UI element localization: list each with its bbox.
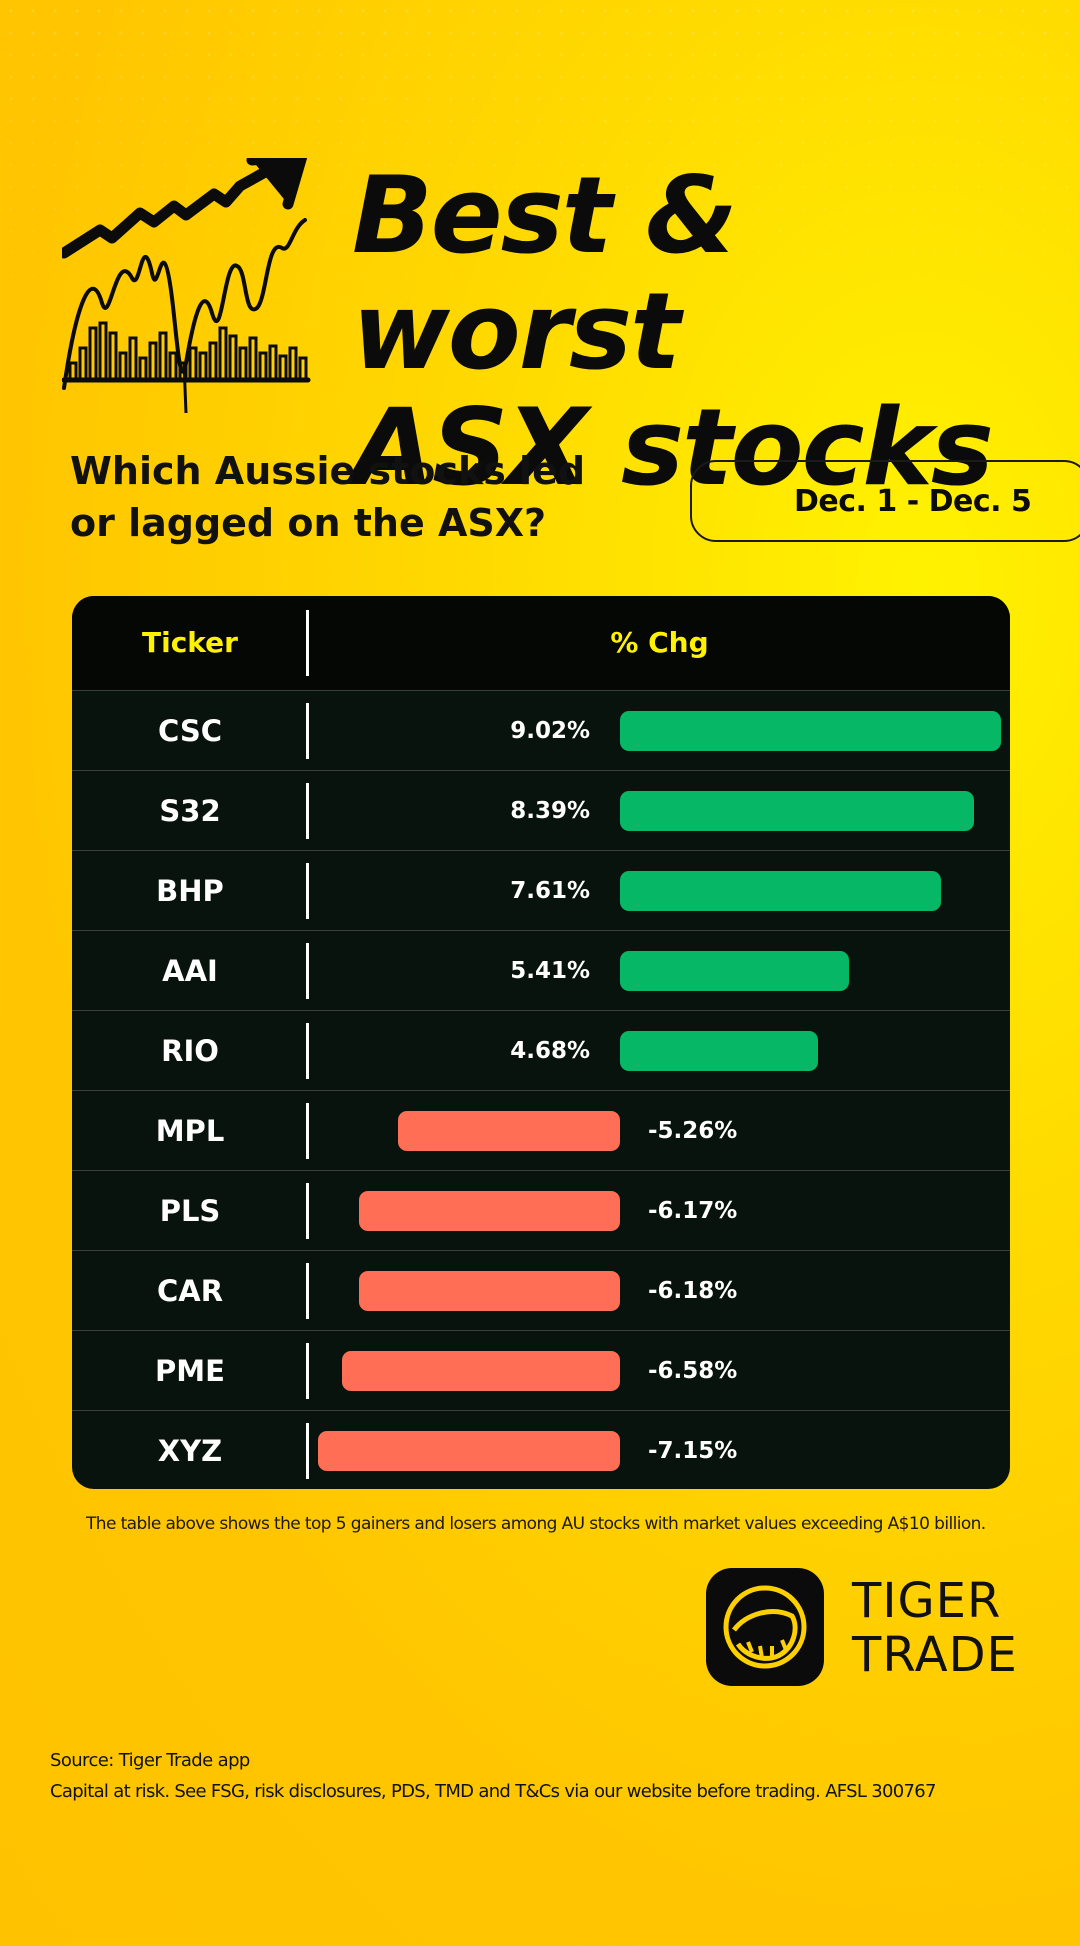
ticker-label: MPL bbox=[155, 1114, 225, 1148]
title-line-1: Best & worst bbox=[352, 154, 738, 393]
table-row: BHP 7.61% bbox=[72, 850, 1010, 931]
change-column-header: % Chg bbox=[610, 626, 709, 659]
ticker-label: PME bbox=[155, 1354, 225, 1388]
ticker-label: CSC bbox=[158, 714, 222, 748]
row-divider bbox=[306, 1183, 309, 1239]
table-row: PME -6.58% bbox=[72, 1330, 1010, 1411]
date-range-badge: Dec. 1 - Dec. 5 bbox=[690, 460, 1080, 542]
header-divider bbox=[306, 610, 309, 676]
table-row: S32 8.39% bbox=[72, 770, 1010, 851]
table-row: CAR -6.18% bbox=[72, 1250, 1010, 1331]
brand-line-1: TIGER bbox=[852, 1573, 1002, 1629]
footnote: The table above shows the top 5 gainers … bbox=[86, 1514, 986, 1534]
loss-bar bbox=[358, 1271, 620, 1311]
subtitle: Which Aussie stocks led or lagged on the… bbox=[70, 445, 590, 549]
row-divider bbox=[306, 1263, 309, 1319]
loss-bar bbox=[397, 1111, 620, 1151]
row-divider bbox=[306, 703, 309, 759]
row-divider bbox=[306, 863, 309, 919]
brand-line-2: TRADE bbox=[852, 1627, 1018, 1683]
page-title: Best & worst ASX stocks bbox=[352, 158, 1072, 506]
ticker-column-header: Ticker bbox=[142, 626, 238, 659]
ticker-label: PLS bbox=[159, 1194, 221, 1228]
gain-bar bbox=[620, 871, 942, 911]
loss-bar bbox=[342, 1351, 620, 1391]
loss-bar bbox=[317, 1431, 620, 1471]
gain-bar bbox=[620, 951, 849, 991]
row-divider bbox=[306, 1023, 309, 1079]
tiger-trade-logo-icon bbox=[706, 1568, 824, 1686]
change-value-label: -5.26% bbox=[648, 1118, 738, 1144]
ticker-label: BHP bbox=[156, 874, 224, 908]
title-line-2: ASX stocks bbox=[352, 386, 994, 509]
subtitle-line-2: or lagged on the ASX? bbox=[70, 501, 547, 545]
change-value-label: 9.02% bbox=[510, 718, 590, 744]
table-row: XYZ -7.15% bbox=[72, 1410, 1010, 1489]
performance-table: Ticker % Chg CSC 9.02% S32 8.39% BHP 7.61% AAI… bbox=[72, 596, 1010, 1489]
gain-bar bbox=[620, 791, 975, 831]
table-row: AAI 5.41% bbox=[72, 930, 1010, 1011]
gain-bar bbox=[620, 1031, 818, 1071]
gain-bar bbox=[620, 711, 1001, 751]
change-value-label: 8.39% bbox=[510, 798, 590, 824]
ticker-label: CAR bbox=[156, 1274, 224, 1308]
change-value-label: 4.68% bbox=[510, 1038, 590, 1064]
subtitle-line-1: Which Aussie stocks led bbox=[70, 449, 586, 493]
stock-chart-icon bbox=[62, 158, 311, 413]
table-row: PLS -6.17% bbox=[72, 1170, 1010, 1251]
change-value-label: 5.41% bbox=[510, 958, 590, 984]
disclaimer-text: Capital at risk. See FSG, risk disclosur… bbox=[50, 1781, 936, 1802]
table-row: RIO 4.68% bbox=[72, 1010, 1010, 1091]
loss-bar bbox=[359, 1191, 620, 1231]
change-value-label: -6.58% bbox=[648, 1358, 738, 1384]
source-text: Source: Tiger Trade app bbox=[50, 1750, 250, 1771]
ticker-label: RIO bbox=[161, 1034, 219, 1068]
row-divider bbox=[306, 1423, 309, 1479]
change-value-label: -6.17% bbox=[648, 1198, 738, 1224]
table-header: Ticker % Chg bbox=[72, 596, 1010, 690]
row-divider bbox=[306, 1103, 309, 1159]
ticker-label: XYZ bbox=[157, 1434, 223, 1468]
table-row: CSC 9.02% bbox=[72, 690, 1010, 771]
row-divider bbox=[306, 943, 309, 999]
change-value-label: -6.18% bbox=[648, 1278, 738, 1304]
brand-name: TIGER TRADE bbox=[852, 1574, 1072, 1682]
table-row: MPL -5.26% bbox=[72, 1090, 1010, 1171]
ticker-label: AAI bbox=[162, 954, 218, 988]
date-range-text: Dec. 1 - Dec. 5 bbox=[794, 483, 1032, 519]
change-value-label: 7.61% bbox=[510, 878, 590, 904]
row-divider bbox=[306, 783, 309, 839]
row-divider bbox=[306, 1343, 309, 1399]
change-value-label: -7.15% bbox=[648, 1438, 738, 1464]
ticker-label: S32 bbox=[159, 794, 221, 828]
